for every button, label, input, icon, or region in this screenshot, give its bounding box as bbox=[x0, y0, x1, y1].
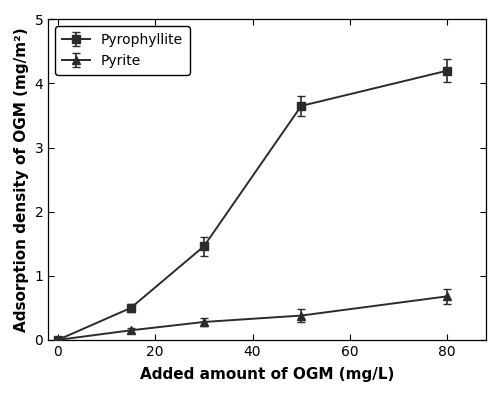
Y-axis label: Adsorption density of OGM (mg/m²): Adsorption density of OGM (mg/m²) bbox=[14, 27, 29, 332]
X-axis label: Added amount of OGM (mg/L): Added amount of OGM (mg/L) bbox=[140, 367, 394, 382]
Legend: Pyrophyllite, Pyrite: Pyrophyllite, Pyrite bbox=[55, 26, 190, 75]
